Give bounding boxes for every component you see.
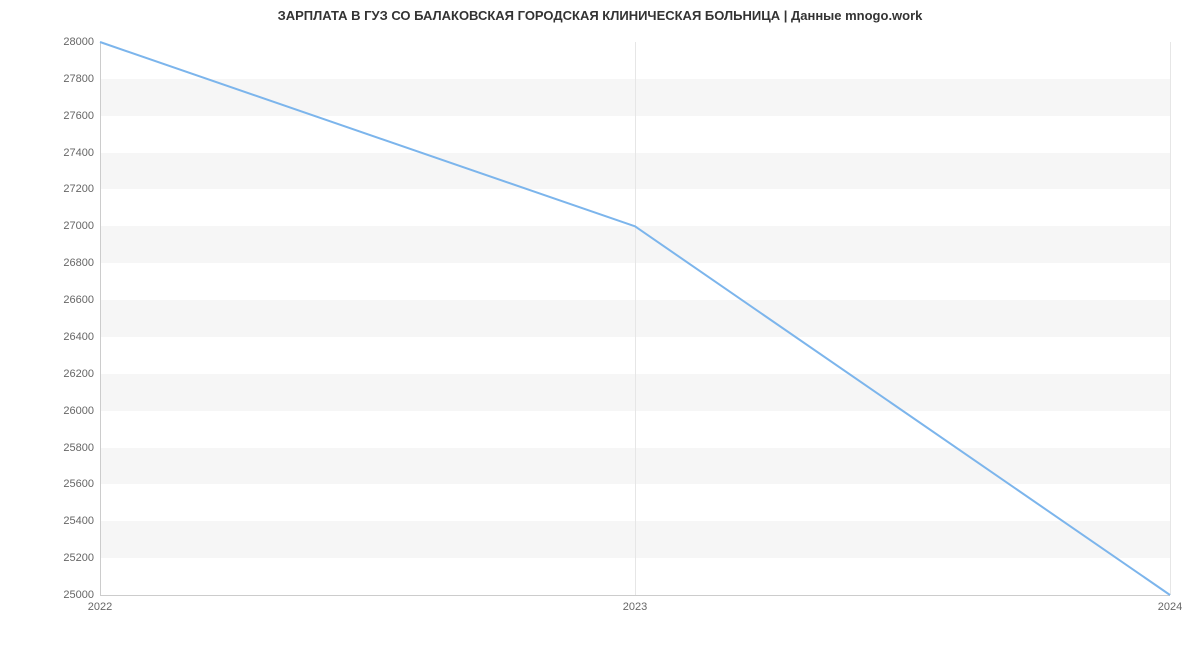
x-tick-label: 2023 bbox=[623, 601, 647, 613]
salary-line-chart: ЗАРПЛАТА В ГУЗ СО БАЛАКОВСКАЯ ГОРОДСКАЯ … bbox=[0, 0, 1200, 650]
y-tick-label: 25200 bbox=[63, 552, 94, 564]
line-layer bbox=[100, 42, 1170, 595]
y-tick-label: 26200 bbox=[63, 368, 94, 380]
y-tick-label: 25000 bbox=[63, 589, 94, 601]
y-tick-label: 26800 bbox=[63, 257, 94, 269]
y-tick-label: 27000 bbox=[63, 220, 94, 232]
plot-area: 2500025200254002560025800260002620026400… bbox=[100, 42, 1170, 595]
y-tick-label: 27600 bbox=[63, 110, 94, 122]
y-tick-label: 25400 bbox=[63, 515, 94, 527]
chart-title: ЗАРПЛАТА В ГУЗ СО БАЛАКОВСКАЯ ГОРОДСКАЯ … bbox=[0, 8, 1200, 23]
y-tick-label: 27800 bbox=[63, 73, 94, 85]
x-gridline bbox=[1170, 42, 1171, 595]
y-tick-label: 26000 bbox=[63, 405, 94, 417]
x-axis-line bbox=[100, 595, 1170, 596]
x-tick-label: 2022 bbox=[88, 601, 112, 613]
y-tick-label: 28000 bbox=[63, 36, 94, 48]
y-tick-label: 27400 bbox=[63, 147, 94, 159]
series-line-salary bbox=[100, 42, 1170, 595]
y-tick-label: 25600 bbox=[63, 478, 94, 490]
y-tick-label: 27200 bbox=[63, 183, 94, 195]
y-tick-label: 26600 bbox=[63, 294, 94, 306]
x-tick-label: 2024 bbox=[1158, 601, 1182, 613]
y-tick-label: 25800 bbox=[63, 442, 94, 454]
y-tick-label: 26400 bbox=[63, 331, 94, 343]
